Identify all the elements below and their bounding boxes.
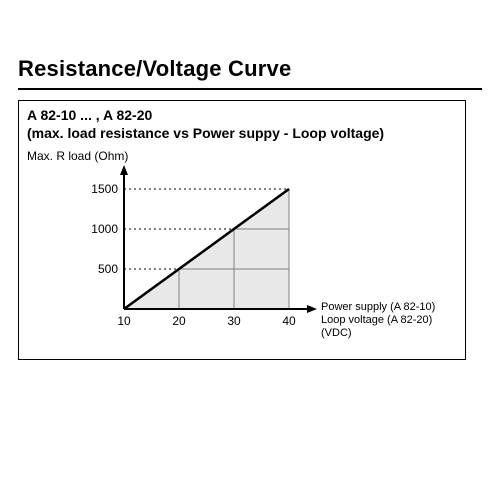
- panel-subtitle-2: (max. load resistance vs Power suppy - L…: [27, 125, 384, 141]
- x-axis-title: Power supply (A 82-10)Loop voltage (A 82…: [321, 301, 435, 340]
- chart-panel: A 82-10 ... , A 82-20 (max. load resista…: [18, 100, 466, 360]
- svg-text:30: 30: [227, 314, 241, 328]
- svg-text:20: 20: [172, 314, 186, 328]
- panel-subtitle-1: A 82-10 ... , A 82-20: [27, 107, 152, 123]
- svg-text:40: 40: [282, 314, 296, 328]
- page-title: Resistance/Voltage Curve: [18, 56, 482, 82]
- svg-text:500: 500: [98, 262, 118, 276]
- title-area: Resistance/Voltage Curve: [18, 56, 482, 90]
- page: Resistance/Voltage Curve A 82-10 ... , A…: [0, 0, 500, 500]
- svg-text:10: 10: [117, 314, 131, 328]
- svg-text:1000: 1000: [91, 222, 118, 236]
- chart-wrap: 10 20 30 40 500 1000 1500 Power supply (A 82-1…: [19, 159, 465, 349]
- title-rule: [18, 88, 482, 90]
- svg-text:1500: 1500: [91, 182, 118, 196]
